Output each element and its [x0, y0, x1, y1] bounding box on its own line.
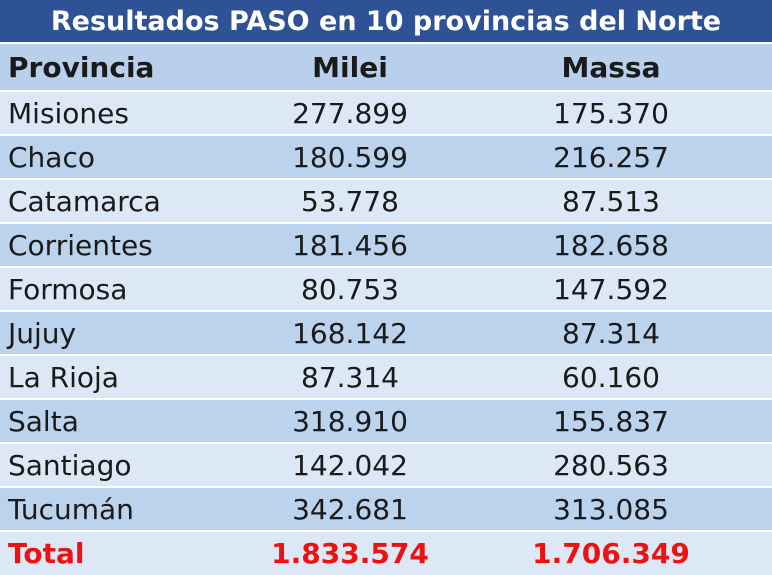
data-row: Santiago 142.042 280.563 — [0, 444, 772, 488]
cell: 168.142 — [292, 316, 408, 350]
table-title: Resultados PASO en 10 provincias del Nor… — [0, 0, 772, 44]
cell: 277.899 — [292, 96, 408, 130]
cell: Misiones — [8, 96, 129, 130]
cell: 181.456 — [292, 228, 408, 262]
data-row: La Rioja 87.314 60.160 — [0, 356, 772, 400]
data-row: Jujuy 168.142 87.314 — [0, 312, 772, 356]
cell: 216.257 — [553, 140, 669, 174]
cell: 87.314 — [301, 360, 399, 394]
cell: Corrientes — [8, 228, 153, 262]
total-row: Total 1.833.574 1.706.349 — [0, 532, 772, 575]
data-row: Chaco 180.599 216.257 — [0, 136, 772, 180]
data-row: Catamarca 53.778 87.513 — [0, 180, 772, 224]
header-cell: Milei — [312, 50, 388, 84]
cell: Tucumán — [8, 492, 134, 526]
cell: Chaco — [8, 140, 95, 174]
cell: 87.513 — [562, 184, 660, 218]
cell: Salta — [8, 404, 79, 438]
cell: 342.681 — [292, 492, 408, 526]
data-row: Formosa 80.753 147.592 — [0, 268, 772, 312]
cell: 155.837 — [553, 404, 669, 438]
cell: 147.592 — [553, 272, 669, 306]
cell: 80.753 — [301, 272, 399, 306]
data-row: Tucumán 342.681 313.085 — [0, 488, 772, 532]
cell: 60.160 — [562, 360, 660, 394]
cell: 87.314 — [562, 316, 660, 350]
total-cell: 1.833.574 — [271, 537, 429, 570]
cell: 313.085 — [553, 492, 669, 526]
cell: Santiago — [8, 448, 132, 482]
cell: La Rioja — [8, 360, 119, 394]
cell: Catamarca — [8, 184, 161, 218]
cell: 53.778 — [301, 184, 399, 218]
cell: 280.563 — [553, 448, 669, 482]
data-row: Salta 318.910 155.837 — [0, 400, 772, 444]
total-cell: 1.706.349 — [532, 537, 690, 570]
data-row: Misiones 277.899 175.370 — [0, 92, 772, 136]
cell: 175.370 — [553, 96, 669, 130]
header-cell: Massa — [561, 50, 661, 84]
cell: 182.658 — [553, 228, 669, 262]
cell: Formosa — [8, 272, 128, 306]
cell: 318.910 — [292, 404, 408, 438]
cell: 180.599 — [292, 140, 408, 174]
data-row: Corrientes 181.456 182.658 — [0, 224, 772, 268]
cell: 142.042 — [292, 448, 408, 482]
header-row: Provincia Milei Massa — [0, 44, 772, 92]
total-cell: Total — [8, 537, 85, 570]
header-cell: Provincia — [8, 50, 155, 84]
cell: Jujuy — [8, 316, 77, 350]
